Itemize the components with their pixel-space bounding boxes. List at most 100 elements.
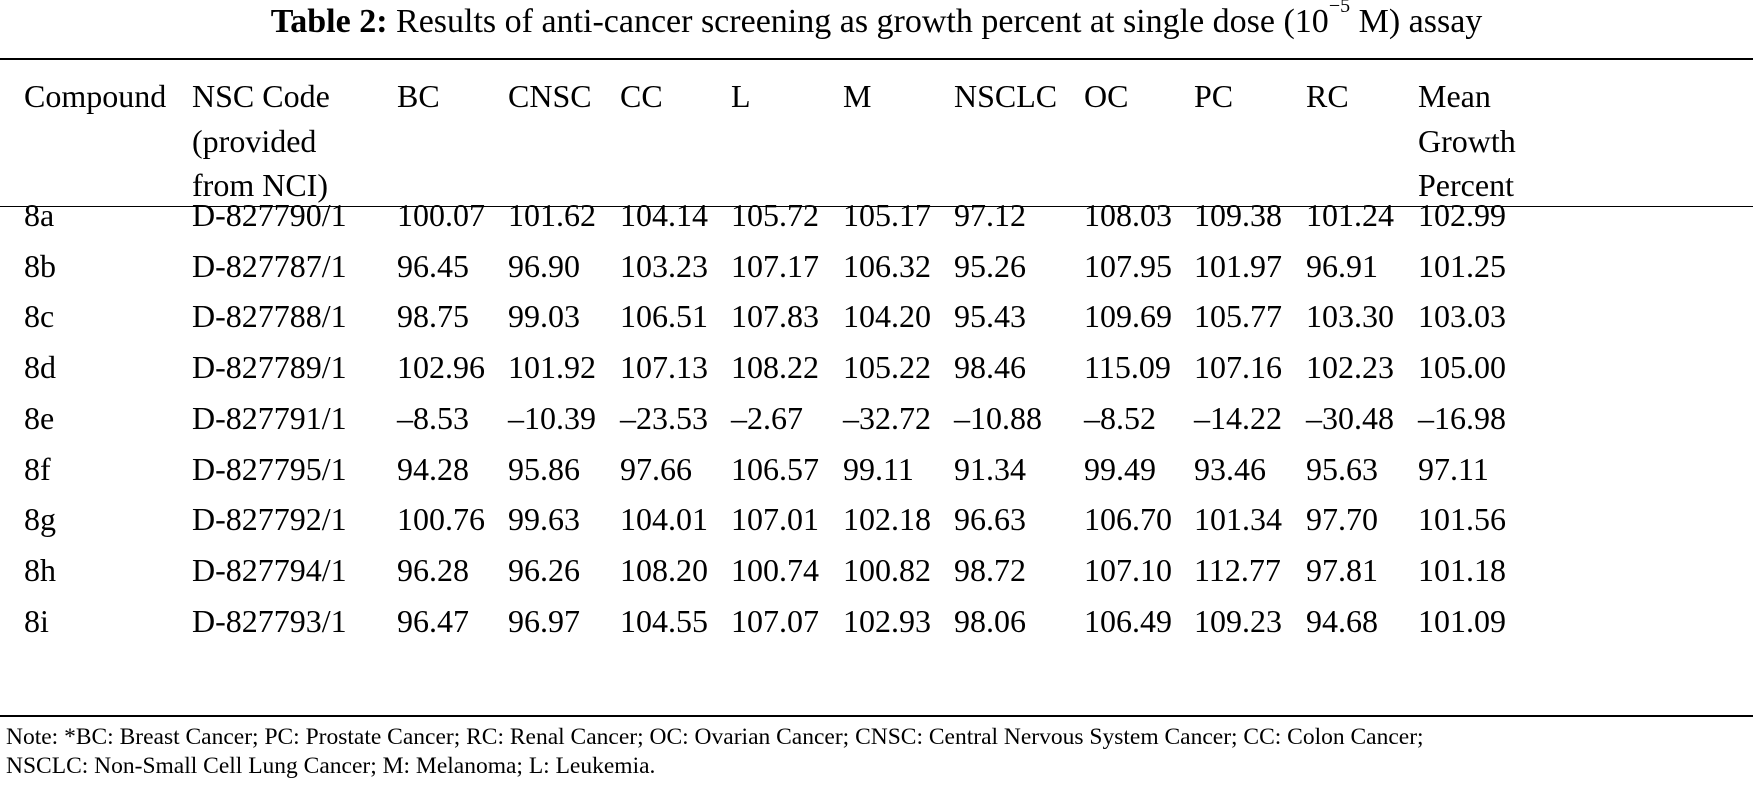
- cell-l: 108.22: [731, 349, 819, 386]
- header-rc: RC: [1306, 78, 1349, 114]
- cell-bc: 96.47: [397, 602, 469, 639]
- cell-cc: 107.13: [620, 349, 708, 386]
- cell-cnsc: 99.63: [508, 501, 580, 538]
- cell-m: 100.82: [843, 551, 931, 588]
- cell-bc: –8.53: [397, 399, 469, 436]
- cell-nsclc: 96.63: [954, 501, 1026, 538]
- cell-m: 106.32: [843, 247, 931, 284]
- cell-nsc-code: D-827792/1: [192, 501, 347, 538]
- cell-l: 105.72: [731, 197, 819, 233]
- cell-compound: 8i: [24, 602, 49, 639]
- cell-compound: 8d: [24, 349, 56, 386]
- top-rule: [0, 58, 1753, 60]
- cell-cc: 108.20: [620, 551, 708, 588]
- cell-nsc-code: D-827795/1: [192, 450, 347, 487]
- cell-bc: 98.75: [397, 298, 469, 335]
- cell-rc: 97.70: [1306, 501, 1378, 538]
- cell-oc: 106.49: [1084, 602, 1172, 639]
- cell-rc: 95.63: [1306, 450, 1378, 487]
- cell-nsclc: 95.26: [954, 247, 1026, 284]
- cell-pc: 109.23: [1194, 602, 1282, 639]
- cell-rc: 97.81: [1306, 551, 1378, 588]
- cell-compound: 8f: [24, 450, 51, 487]
- cell-l: 106.57: [731, 450, 819, 487]
- cell-oc: 107.10: [1084, 551, 1172, 588]
- cell-mean-growth: –16.98: [1418, 399, 1506, 436]
- cell-nsclc: 98.46: [954, 349, 1026, 386]
- caption-text-end: M) assay: [1350, 3, 1483, 40]
- cell-bc: 100.07: [397, 197, 485, 233]
- cell-rc: 102.23: [1306, 349, 1394, 386]
- cell-cc: –23.53: [620, 399, 708, 436]
- cell-rc: 101.24: [1306, 197, 1394, 233]
- header-nsc-code: NSC Code (provided from NCI): [192, 78, 330, 203]
- cell-rc: 96.91: [1306, 247, 1378, 284]
- header-l: L: [731, 78, 751, 114]
- cell-compound: 8e: [24, 399, 55, 436]
- cell-l: 107.83: [731, 298, 819, 335]
- cell-mean-growth: 105.00: [1418, 349, 1506, 386]
- cell-rc: 103.30: [1306, 298, 1394, 335]
- cell-oc: 106.70: [1084, 501, 1172, 538]
- cell-m: 104.20: [843, 298, 931, 335]
- cell-rc: 94.68: [1306, 602, 1378, 639]
- cell-mean-growth: 97.11: [1418, 450, 1489, 487]
- table-caption: Table 2: Results of anti-cancer screenin…: [0, 0, 1753, 44]
- cell-oc: 99.49: [1084, 450, 1156, 487]
- cell-nsclc: 98.06: [954, 602, 1026, 639]
- cell-bc: 96.45: [397, 247, 469, 284]
- cell-bc: 100.76: [397, 501, 485, 538]
- cell-rc: –30.48: [1306, 399, 1394, 436]
- cell-m: 99.11: [843, 450, 914, 487]
- cell-cc: 106.51: [620, 298, 708, 335]
- cell-cnsc: 96.90: [508, 247, 580, 284]
- caption-exponent: −5: [1328, 0, 1351, 17]
- header-cnsc: CNSC: [508, 78, 592, 114]
- header-m: M: [843, 78, 872, 114]
- cell-pc: 101.97: [1194, 247, 1282, 284]
- cell-l: –2.67: [731, 399, 803, 436]
- cell-cnsc: –10.39: [508, 399, 596, 436]
- cell-bc: 96.28: [397, 551, 469, 588]
- cell-mean-growth: 101.56: [1418, 501, 1506, 538]
- header-bc: BC: [397, 78, 440, 114]
- cell-oc: –8.52: [1084, 399, 1156, 436]
- cell-cnsc: 96.97: [508, 602, 580, 639]
- header-rule: [0, 206, 1753, 207]
- cell-compound: 8c: [24, 298, 55, 335]
- cell-mean-growth: 101.09: [1418, 602, 1506, 639]
- cell-m: 102.93: [843, 602, 931, 639]
- cell-cnsc: 96.26: [508, 551, 580, 588]
- cell-l: 107.17: [731, 247, 819, 284]
- cell-pc: –14.22: [1194, 399, 1282, 436]
- table-label: Table 2:: [270, 3, 388, 40]
- cell-nsclc: 91.34: [954, 450, 1026, 487]
- cell-mean-growth: 103.03: [1418, 298, 1506, 335]
- cell-pc: 93.46: [1194, 450, 1266, 487]
- header-compound: Compound: [24, 78, 167, 114]
- cell-compound: 8g: [24, 501, 56, 538]
- caption-text: Results of anti-cancer screening as grow…: [396, 3, 1329, 40]
- cell-mean-growth: 102.99: [1418, 197, 1506, 233]
- cell-cnsc: 99.03: [508, 298, 580, 335]
- cell-compound: 8b: [24, 247, 56, 284]
- cell-cc: 104.01: [620, 501, 708, 538]
- cell-compound: 8h: [24, 551, 56, 588]
- header-oc: OC: [1084, 78, 1129, 114]
- cell-cnsc: 101.92: [508, 349, 596, 386]
- cell-oc: 115.09: [1084, 349, 1171, 386]
- cell-nsc-code: D-827789/1: [192, 349, 347, 386]
- cell-cc: 103.23: [620, 247, 708, 284]
- cell-pc: 112.77: [1194, 551, 1281, 588]
- header-cc: CC: [620, 78, 663, 114]
- cell-mean-growth: 101.25: [1418, 247, 1506, 284]
- header-nsclc: NSCLC: [954, 78, 1058, 114]
- cell-cc: 104.55: [620, 602, 708, 639]
- header-pc: PC: [1194, 78, 1234, 114]
- cell-l: 107.01: [731, 501, 819, 538]
- cell-cc: 97.66: [620, 450, 692, 487]
- cell-bc: 102.96: [397, 349, 485, 386]
- table-note: Note: *BC: Breast Cancer; PC: Prostate C…: [6, 723, 1751, 781]
- cell-bc: 94.28: [397, 450, 469, 487]
- cell-oc: 109.69: [1084, 298, 1172, 335]
